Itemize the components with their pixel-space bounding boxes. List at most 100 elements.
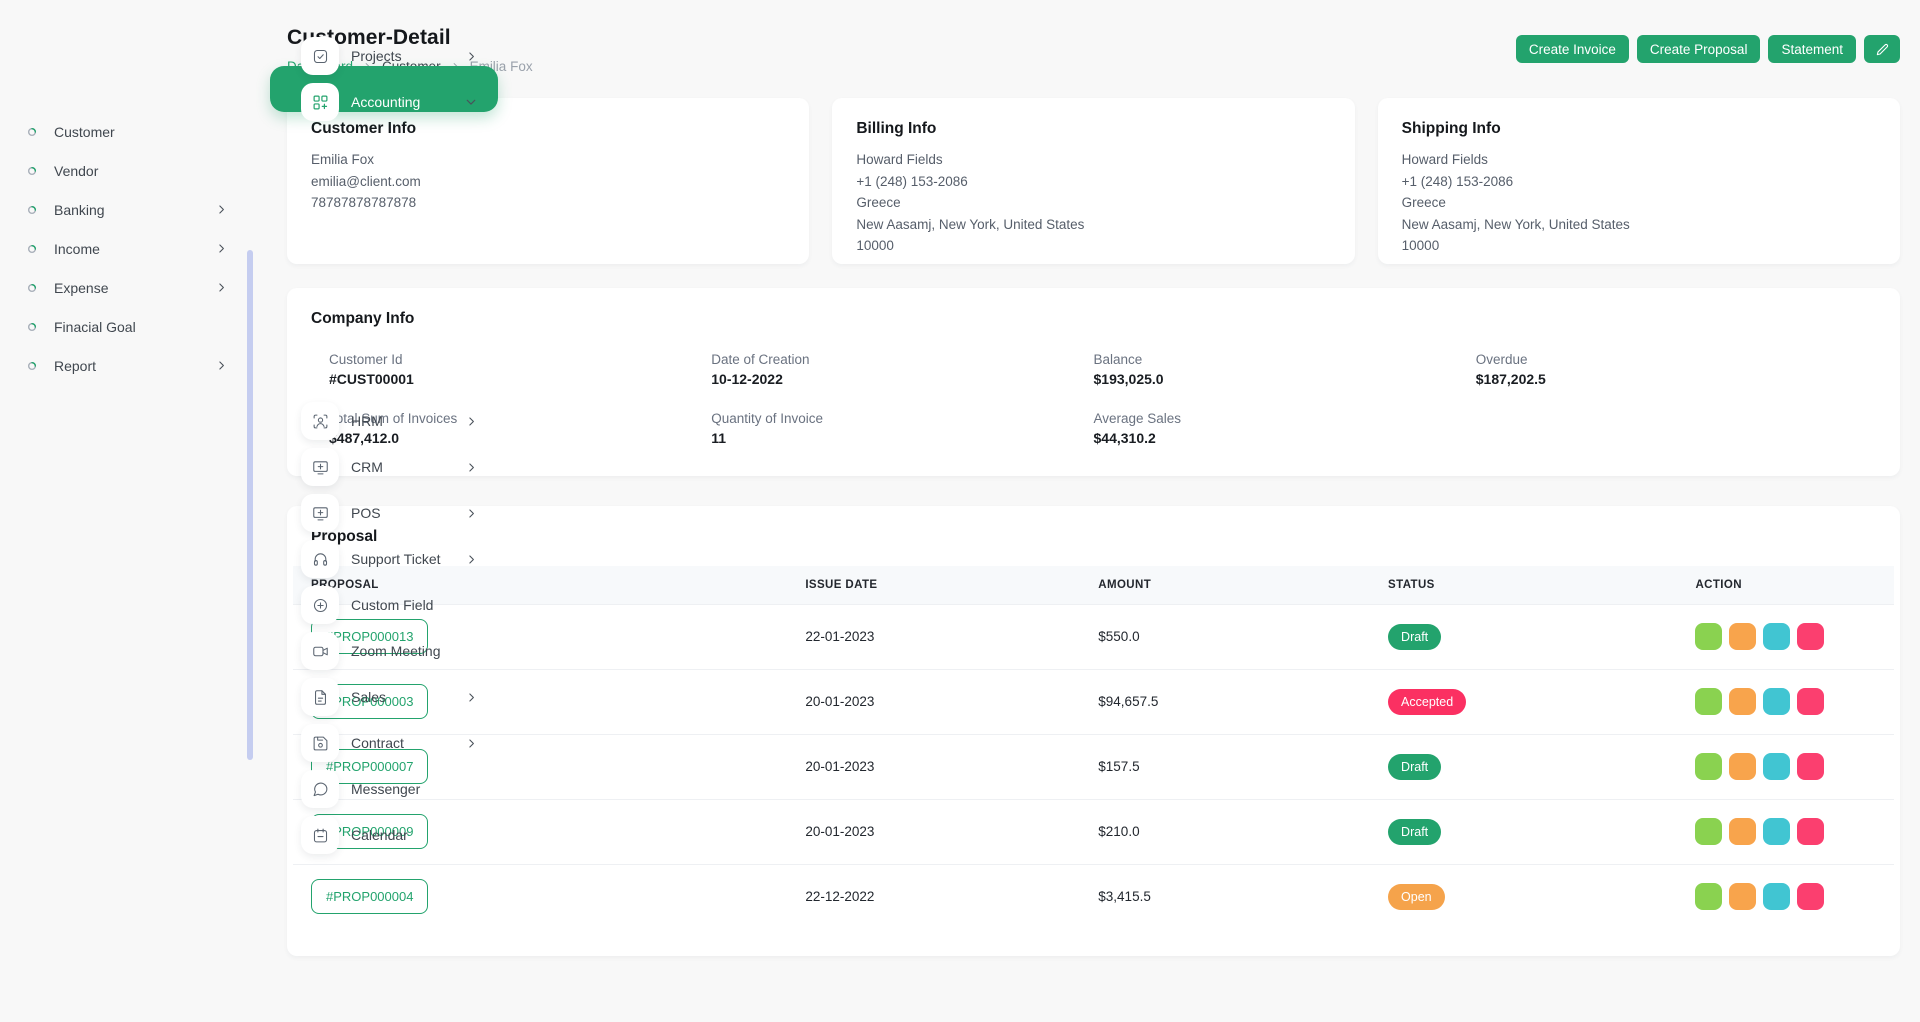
- sidebar-item-label: Vendor: [54, 163, 98, 179]
- create-proposal-button[interactable]: Create Proposal: [1637, 35, 1761, 63]
- card-lines: Howard Fields+1 (248) 153-2086GreeceNew …: [1402, 149, 1876, 257]
- sidebar-item-hrm[interactable]: HRM: [270, 385, 498, 431]
- sidebar-item-messenger[interactable]: Messenger: [270, 753, 498, 799]
- create-invoice-button[interactable]: Create Invoice: [1516, 35, 1629, 63]
- page-header: Customer-Detail DashboardCustomerEmilia …: [287, 26, 1900, 74]
- eye-icon: [1695, 623, 1722, 650]
- sidebar-item-label: CRM: [351, 459, 383, 475]
- sidebar-item-banking[interactable]: Banking: [14, 190, 242, 229]
- company-field-customer-id: Customer Id #CUST00001: [329, 352, 711, 387]
- checkbox-icon: [301, 37, 339, 75]
- sidebar-item-custom-field[interactable]: Custom Field: [270, 569, 498, 615]
- eye-icon: [1695, 753, 1722, 780]
- row-actions: [1695, 623, 1894, 650]
- sidebar-item-crm[interactable]: CRM: [270, 431, 498, 477]
- info-line: 10000: [1402, 235, 1876, 257]
- sidebar-item-sales[interactable]: Sales: [270, 661, 498, 707]
- sidebar-item-label: POS: [351, 505, 381, 521]
- sidebar-item-vendor[interactable]: Vendor: [14, 151, 242, 190]
- card-title: Billing Info: [856, 120, 1330, 138]
- chevron-right-icon: [465, 507, 478, 520]
- preview-action-button[interactable]: [1729, 818, 1756, 845]
- field-value: 10-12-2022: [711, 371, 1093, 387]
- delete-action-button[interactable]: [1797, 623, 1824, 650]
- sidebar-item-label: Report: [54, 358, 96, 374]
- view-action-button[interactable]: [1695, 753, 1722, 780]
- proposal-link--prop000004[interactable]: #PROP000004: [311, 879, 428, 914]
- eye-icon: [1729, 688, 1756, 715]
- headset-icon: [301, 540, 339, 578]
- proposal-table: PROPOSALISSUE DATEAMOUNTSTATUSACTION #PR…: [293, 566, 1894, 929]
- main-content: Customer-Detail DashboardCustomerEmilia …: [256, 0, 1920, 956]
- info-line: Greece: [856, 192, 1330, 214]
- chevron-right-icon: [465, 50, 478, 63]
- company-field-balance: Balance $193,025.0: [1094, 352, 1476, 387]
- amount-cell: $210.0: [1098, 799, 1388, 864]
- sidebar-item-accounting[interactable]: Accounting: [270, 66, 498, 112]
- view-action-button[interactable]: [1695, 688, 1722, 715]
- edit-action-button[interactable]: [1763, 623, 1790, 650]
- pencil-icon: [1763, 688, 1790, 715]
- sidebar-item-pos[interactable]: POS: [270, 477, 498, 523]
- statement-button[interactable]: Statement: [1768, 35, 1856, 63]
- calendar-icon: [301, 816, 339, 854]
- info-line: New Aasamj, New York, United States: [1402, 214, 1876, 236]
- sidebar-item-calendar[interactable]: Calendar: [270, 799, 498, 845]
- field-value: $44,310.2: [1094, 430, 1476, 446]
- sidebar-item-label: Expense: [54, 280, 108, 296]
- info-line: 78787878787878: [311, 192, 785, 214]
- sidebar-item-customer[interactable]: Customer: [14, 112, 242, 151]
- row-actions: [1695, 818, 1894, 845]
- proposal-title: Proposal: [293, 528, 1894, 546]
- delete-action-button[interactable]: [1797, 883, 1824, 910]
- plus-circle-icon: [301, 586, 339, 624]
- company-field-quantity-of-invoice: Quantity of Invoice 11: [711, 411, 1093, 446]
- preview-action-button[interactable]: [1729, 623, 1756, 650]
- sidebar-item-finacial-goal[interactable]: Finacial Goal: [14, 307, 242, 346]
- sidebar-item-label: Messenger: [351, 781, 420, 797]
- scan-user-icon: [301, 402, 339, 440]
- company-field-average-sales: Average Sales $44,310.2: [1094, 411, 1476, 446]
- delete-action-button[interactable]: [1797, 818, 1824, 845]
- sidebar-item-support-ticket[interactable]: Support Ticket: [270, 523, 498, 569]
- field-label: Quantity of Invoice: [711, 411, 1093, 426]
- preview-action-button[interactable]: [1729, 883, 1756, 910]
- edit-action-button[interactable]: [1763, 818, 1790, 845]
- field-value: $187,202.5: [1476, 371, 1858, 387]
- sidebar-item-label: Projects: [351, 48, 402, 64]
- view-action-button[interactable]: [1695, 623, 1722, 650]
- preview-action-button[interactable]: [1729, 753, 1756, 780]
- info-line: emilia@client.com: [311, 171, 785, 193]
- view-action-button[interactable]: [1695, 883, 1722, 910]
- sidebar-item-income[interactable]: Income: [14, 229, 242, 268]
- delete-action-button[interactable]: [1797, 688, 1824, 715]
- sidebar-item-label: Banking: [54, 202, 105, 218]
- trash-icon: [1797, 818, 1824, 845]
- file-icon: [301, 678, 339, 716]
- edit-customer-button[interactable]: [1864, 35, 1900, 63]
- info-cards-row: Customer Info Emilia Foxemilia@client.co…: [287, 98, 1900, 264]
- sidebar-scrollbar-thumb[interactable]: [247, 250, 253, 760]
- info-line: +1 (248) 153-2086: [1402, 171, 1876, 193]
- edit-action-button[interactable]: [1763, 688, 1790, 715]
- eye-icon: [1729, 753, 1756, 780]
- sidebar-item-report[interactable]: Report: [14, 346, 242, 385]
- status-badge: Accepted: [1388, 689, 1466, 715]
- sidebar-item-projects[interactable]: Projects: [270, 20, 498, 66]
- sidebar-item-label: Income: [54, 241, 100, 257]
- preview-action-button[interactable]: [1729, 688, 1756, 715]
- chevron-right-icon: [465, 461, 478, 474]
- field-label: Date of Creation: [711, 352, 1093, 367]
- column-header-amount: AMOUNT: [1098, 566, 1388, 604]
- pencil-icon: [1763, 818, 1790, 845]
- sidebar-item-expense[interactable]: Expense: [14, 268, 242, 307]
- delete-action-button[interactable]: [1797, 753, 1824, 780]
- edit-action-button[interactable]: [1763, 753, 1790, 780]
- billing-info-card: Billing Info Howard Fields+1 (248) 153-2…: [832, 98, 1354, 264]
- edit-action-button[interactable]: [1763, 883, 1790, 910]
- sidebar-item-zoom-meeting[interactable]: Zoom Meeting: [270, 615, 498, 661]
- sidebar-item-contract[interactable]: Contract: [270, 707, 498, 753]
- convert-action-button[interactable]: [1695, 818, 1722, 845]
- chevron-right-icon: [215, 242, 228, 255]
- grid-plus-icon: [301, 83, 339, 121]
